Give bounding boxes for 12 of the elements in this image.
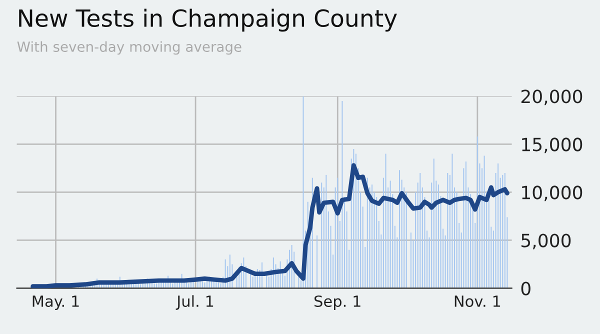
x-tick-label: Jul. 1 [176, 295, 214, 310]
y-tick-label: 20,000 [521, 90, 582, 106]
y-tick-label: 15,000 [522, 138, 582, 154]
x-tick-label: Sep. 1 [314, 295, 360, 310]
line-series [30, 163, 510, 288]
y-tick-label: 0 [521, 282, 530, 296]
chart-subtitle: With seven-day moving average [17, 41, 242, 55]
x-tick-label: Nov. 1 [454, 296, 500, 308]
chart-title: New Tests in Champaign County [19, 8, 397, 32]
x-tick-label: May. 1 [32, 296, 79, 310]
y-tick-label: 10,000 [522, 186, 582, 202]
y-tick-label: 5,000 [522, 234, 571, 250]
